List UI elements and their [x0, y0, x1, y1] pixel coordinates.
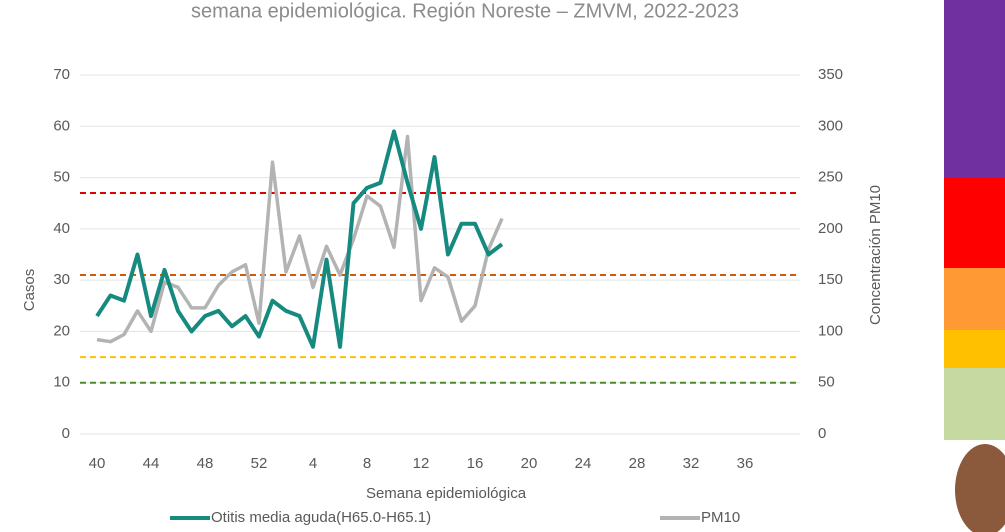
x-tick-label: 52 — [251, 455, 268, 472]
y-tick-label: 40 — [53, 220, 70, 237]
y-tick-label: 30 — [53, 271, 70, 288]
band-yellow — [944, 330, 1005, 368]
chart-title: semana epidemiológica. Región Noreste – … — [191, 0, 739, 22]
y-tick-label: 70 — [53, 66, 70, 83]
y-axis-title: Casos — [21, 269, 38, 312]
band-purple — [944, 0, 1005, 178]
band-orange — [944, 268, 1005, 330]
y2-tick-label: 0 — [818, 425, 826, 442]
y2-tick-label: 300 — [818, 117, 843, 134]
y2-axis-title: Concentración PM10 — [867, 185, 884, 325]
y-tick-label: 20 — [53, 322, 70, 339]
y2-tick-label: 100 — [818, 322, 843, 339]
x-tick-label: 28 — [629, 455, 646, 472]
y2-tick-label: 200 — [818, 220, 843, 237]
band-red — [944, 178, 1005, 268]
x-tick-label: 20 — [521, 455, 538, 472]
x-tick-label: 24 — [575, 455, 592, 472]
x-tick-label: 16 — [467, 455, 484, 472]
x-tick-label: 44 — [143, 455, 160, 472]
decoration — [955, 444, 1005, 532]
y-tick-label: 60 — [53, 117, 70, 134]
x-tick-label: 8 — [363, 455, 371, 472]
x-tick-label: 12 — [413, 455, 430, 472]
y2-tick-label: 350 — [818, 66, 843, 83]
y2-tick-label: 250 — [818, 169, 843, 186]
x-tick-label: 32 — [683, 455, 700, 472]
y-tick-label: 10 — [53, 374, 70, 391]
x-axis-title: Semana epidemiológica — [366, 485, 527, 502]
x-tick-label: 40 — [89, 455, 106, 472]
series-line — [95, 129, 504, 349]
series-line — [96, 134, 504, 344]
x-tick-label: 4 — [309, 455, 317, 472]
legend-label: PM10 — [701, 509, 740, 526]
y-tick-label: 0 — [62, 425, 70, 442]
y2-tick-label: 50 — [818, 374, 835, 391]
x-tick-label: 36 — [737, 455, 754, 472]
y-tick-label: 50 — [53, 169, 70, 186]
y2-tick-label: 150 — [818, 271, 843, 288]
band-green — [944, 368, 1005, 440]
legend-label: Otitis media aguda(H65.0-H65.1) — [211, 509, 431, 526]
x-tick-label: 48 — [197, 455, 214, 472]
